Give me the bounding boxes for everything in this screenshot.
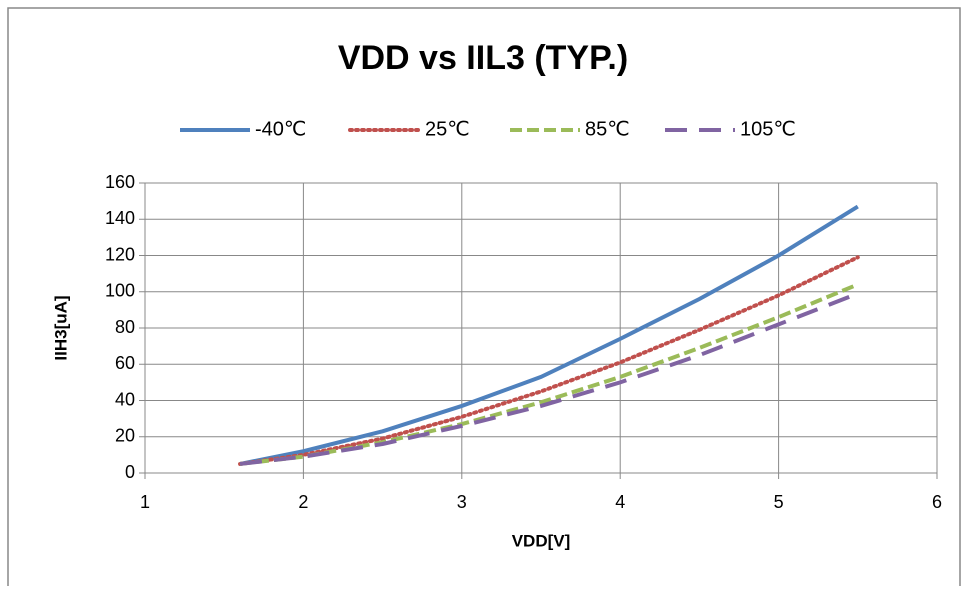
legend-label: 105℃ <box>740 118 796 140</box>
series-line <box>238 255 860 466</box>
y-tick-label: 60 <box>115 353 135 373</box>
y-tick-label: 20 <box>115 426 135 446</box>
y-tick-label: 140 <box>105 208 135 228</box>
y-tick-label: 100 <box>105 281 135 301</box>
x-tick-label: 1 <box>140 492 150 512</box>
x-tick-label: 4 <box>615 492 625 512</box>
legend-label: 85℃ <box>585 118 630 140</box>
chart-title: VDD vs IIL3 (TYP.) <box>338 39 628 77</box>
y-tick-label: 40 <box>115 389 135 409</box>
y-axis-label: IIH3[uA] <box>51 295 70 360</box>
series-line <box>239 282 859 466</box>
y-tick-label: 160 <box>105 172 135 192</box>
x-tick-label: 5 <box>774 492 784 512</box>
legend-label: 25℃ <box>425 118 470 140</box>
x-tick-label: 6 <box>932 492 942 512</box>
x-axis-label: VDD[V] <box>512 531 571 550</box>
y-tick-label: 0 <box>125 462 135 482</box>
x-tick-label: 2 <box>298 492 308 512</box>
chart-frame <box>7 7 961 591</box>
series-line <box>239 291 859 466</box>
series-line <box>239 204 859 466</box>
y-tick-label: 120 <box>105 244 135 264</box>
legend-label: -40℃ <box>255 118 306 140</box>
y-tick-label: 80 <box>115 317 135 337</box>
x-tick-label: 3 <box>457 492 467 512</box>
